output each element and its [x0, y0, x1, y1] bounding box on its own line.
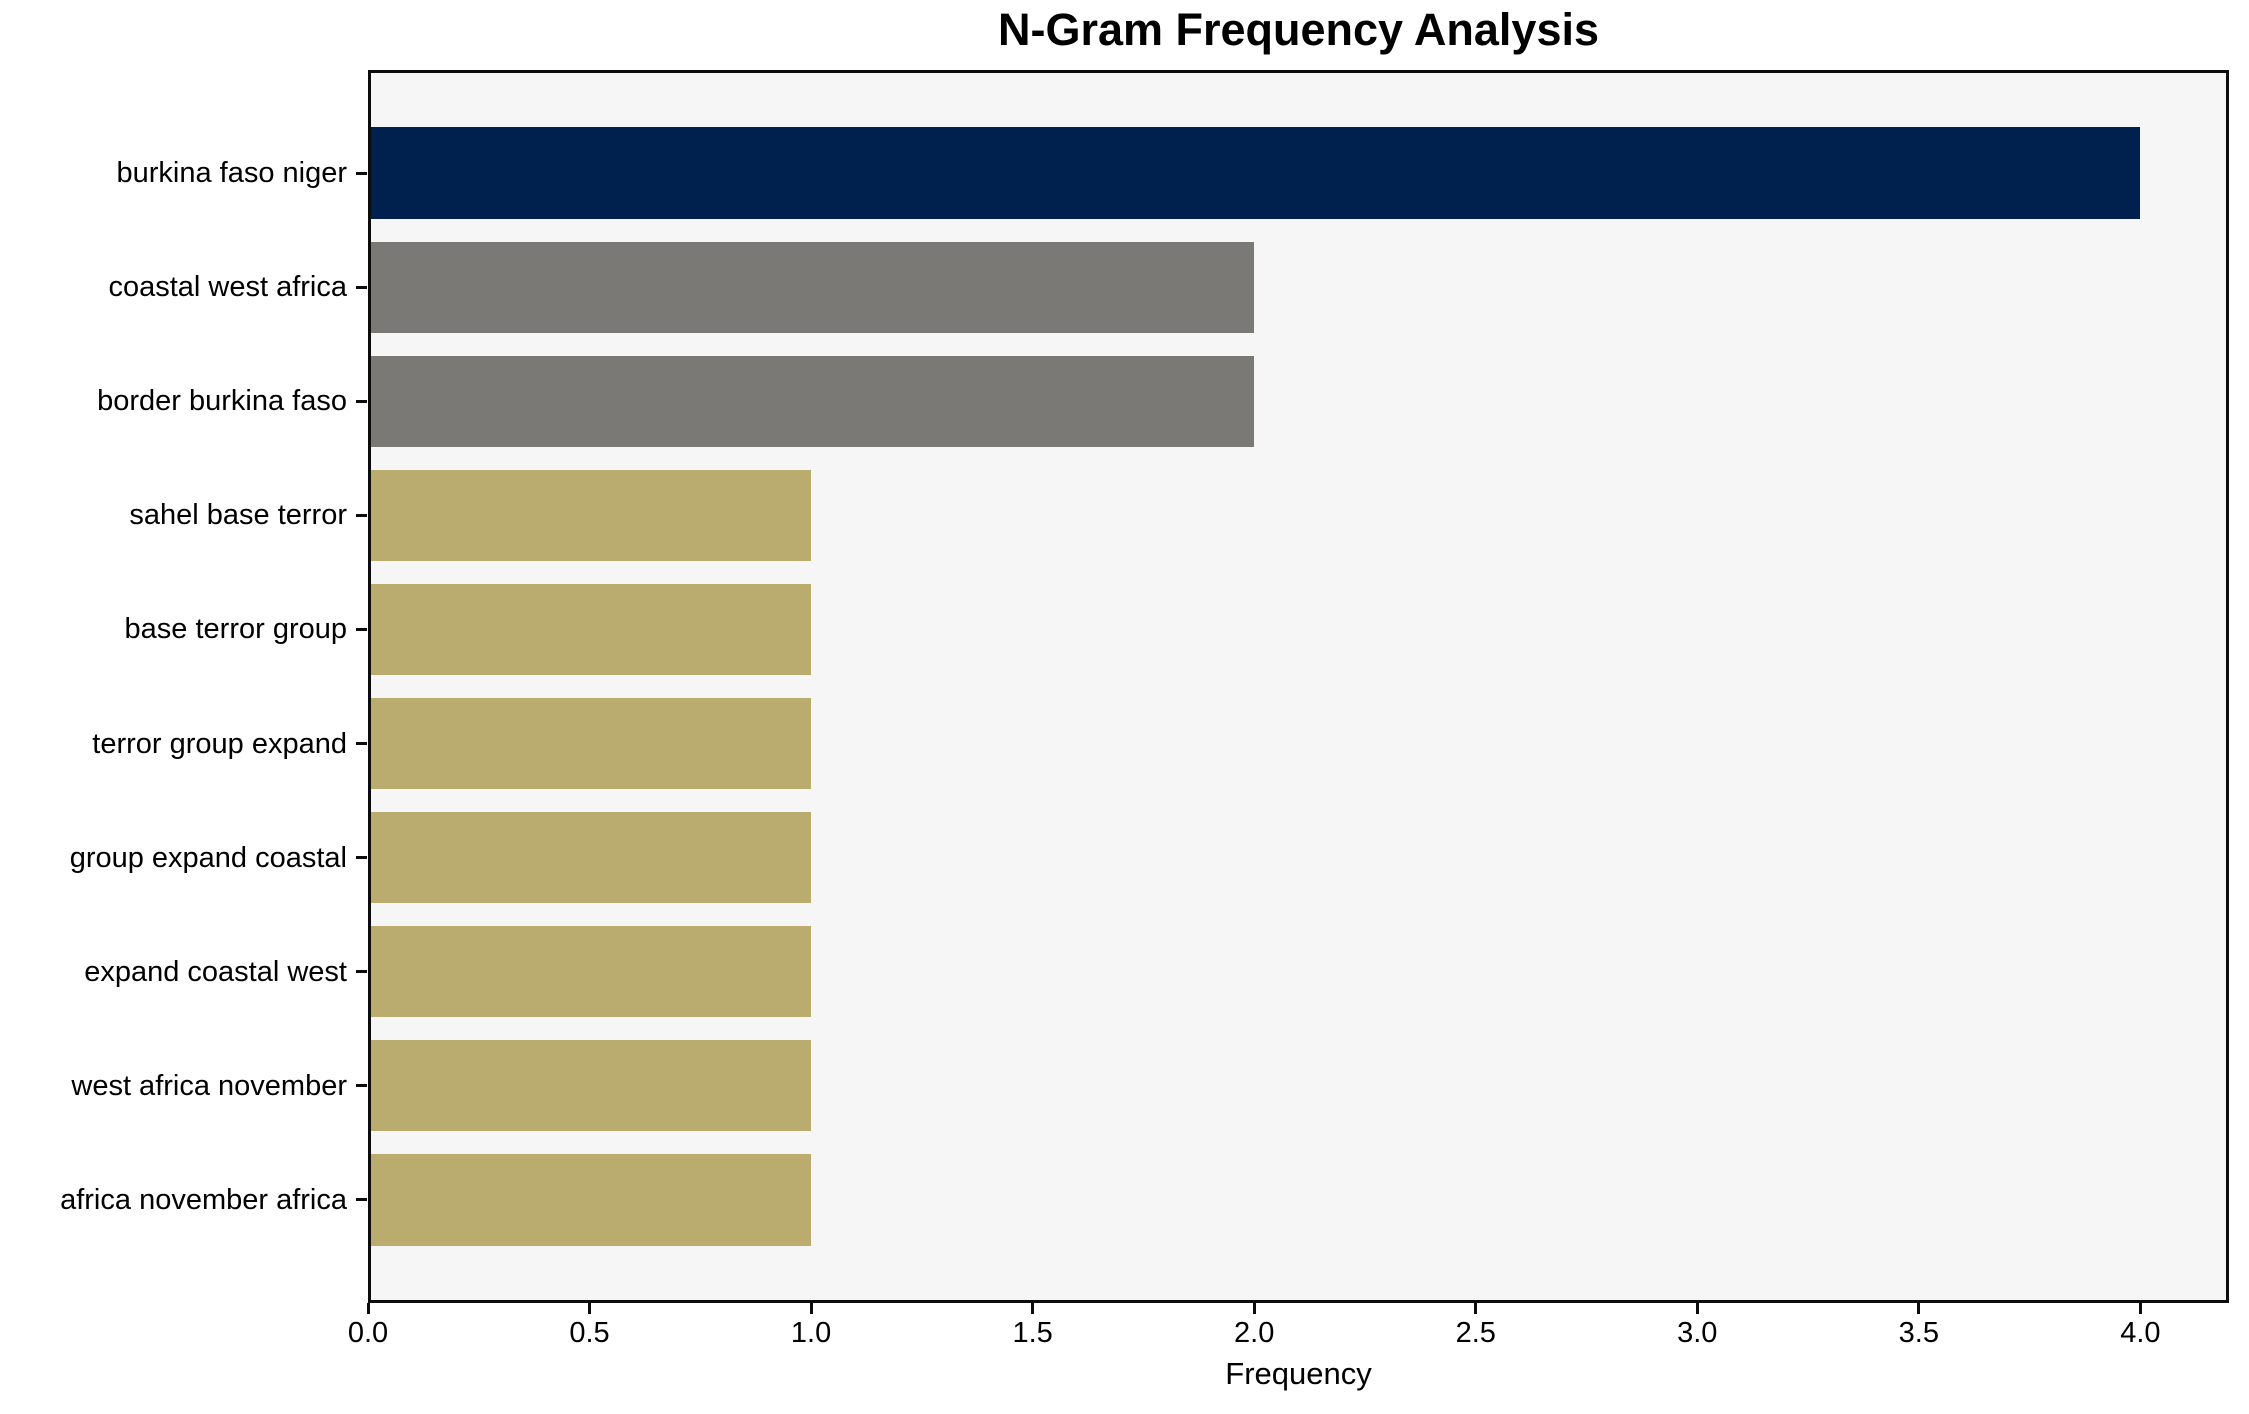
x-tick-mark [809, 1303, 813, 1314]
x-tick-label: 0.0 [347, 1317, 389, 1349]
bar-expand-coastal-west [368, 926, 812, 1018]
y-tick-mark [356, 285, 367, 289]
x-tick-mark [1474, 1303, 1478, 1314]
x-tick-mark [2138, 1303, 2142, 1314]
bar-row [368, 1029, 2229, 1143]
bar-group-expand-coastal [368, 811, 812, 904]
bar-west-africa-november [368, 1040, 812, 1132]
bar-row [368, 572, 2229, 686]
y-tick-mark [356, 171, 367, 175]
plot-area [368, 70, 2229, 1303]
y-tick-mark [356, 513, 367, 517]
bar-row [368, 686, 2229, 800]
y-tick-label: border burkina faso [97, 385, 347, 418]
x-tick-mark [1917, 1303, 1921, 1314]
y-tick-label: group expand coastal [69, 841, 347, 874]
x-tick-label: 1.0 [790, 1317, 832, 1349]
x-tick-label: 0.5 [569, 1317, 610, 1349]
y-tick-label: terror group expand [92, 727, 347, 760]
x-tick-label: 2.0 [1234, 1317, 1275, 1349]
x-tick-label: 3.0 [1677, 1317, 1718, 1349]
y-tick-label: coastal west africa [108, 271, 347, 304]
bar-base-terror-group [368, 583, 812, 676]
x-tick-label: 4.0 [2120, 1317, 2161, 1349]
bar-terror-group-expand [368, 697, 812, 790]
y-tick-mark [356, 970, 367, 974]
y-tick-label: burkina faso niger [116, 157, 347, 190]
x-tick-label: 3.5 [1898, 1317, 1939, 1349]
bar-row [368, 801, 2229, 915]
y-tick-label: base terror group [124, 613, 347, 646]
bar-burkina-faso-niger [368, 127, 2141, 219]
bar-row [368, 915, 2229, 1029]
x-tick-mark [1031, 1303, 1035, 1314]
bar-border-burkina-faso [368, 355, 1255, 447]
x-tick-mark [1695, 1303, 1699, 1314]
x-axis-title: Frequency [1225, 1356, 1372, 1391]
x-tick-label: 1.5 [1012, 1317, 1053, 1349]
bar-africa-november-africa [368, 1154, 812, 1246]
x-tick-label: 2.5 [1455, 1317, 1496, 1349]
bar-row [368, 344, 2229, 458]
y-tick-label: africa november africa [60, 1183, 347, 1216]
y-tick-mark [356, 856, 367, 860]
chart-title: N-Gram Frequency Analysis [997, 4, 1600, 55]
bars-layer [368, 70, 2229, 1303]
bar-row [368, 230, 2229, 344]
y-tick-label: expand coastal west [84, 955, 347, 988]
y-tick-mark [356, 399, 367, 403]
bar-sahel-base-terror [368, 469, 812, 561]
x-tick-mark [1252, 1303, 1256, 1314]
y-tick-label: west africa november [71, 1069, 347, 1102]
bar-row [368, 1143, 2229, 1257]
bar-coastal-west-africa [368, 241, 1255, 333]
y-tick-mark [356, 742, 367, 746]
y-tick-mark [356, 1084, 367, 1088]
x-tick-mark [366, 1303, 370, 1314]
y-tick-mark [356, 1198, 367, 1202]
x-tick-mark [588, 1303, 592, 1314]
y-tick-label: sahel base terror [129, 499, 347, 532]
bar-row [368, 116, 2229, 230]
y-tick-mark [356, 627, 367, 631]
bar-row [368, 458, 2229, 572]
